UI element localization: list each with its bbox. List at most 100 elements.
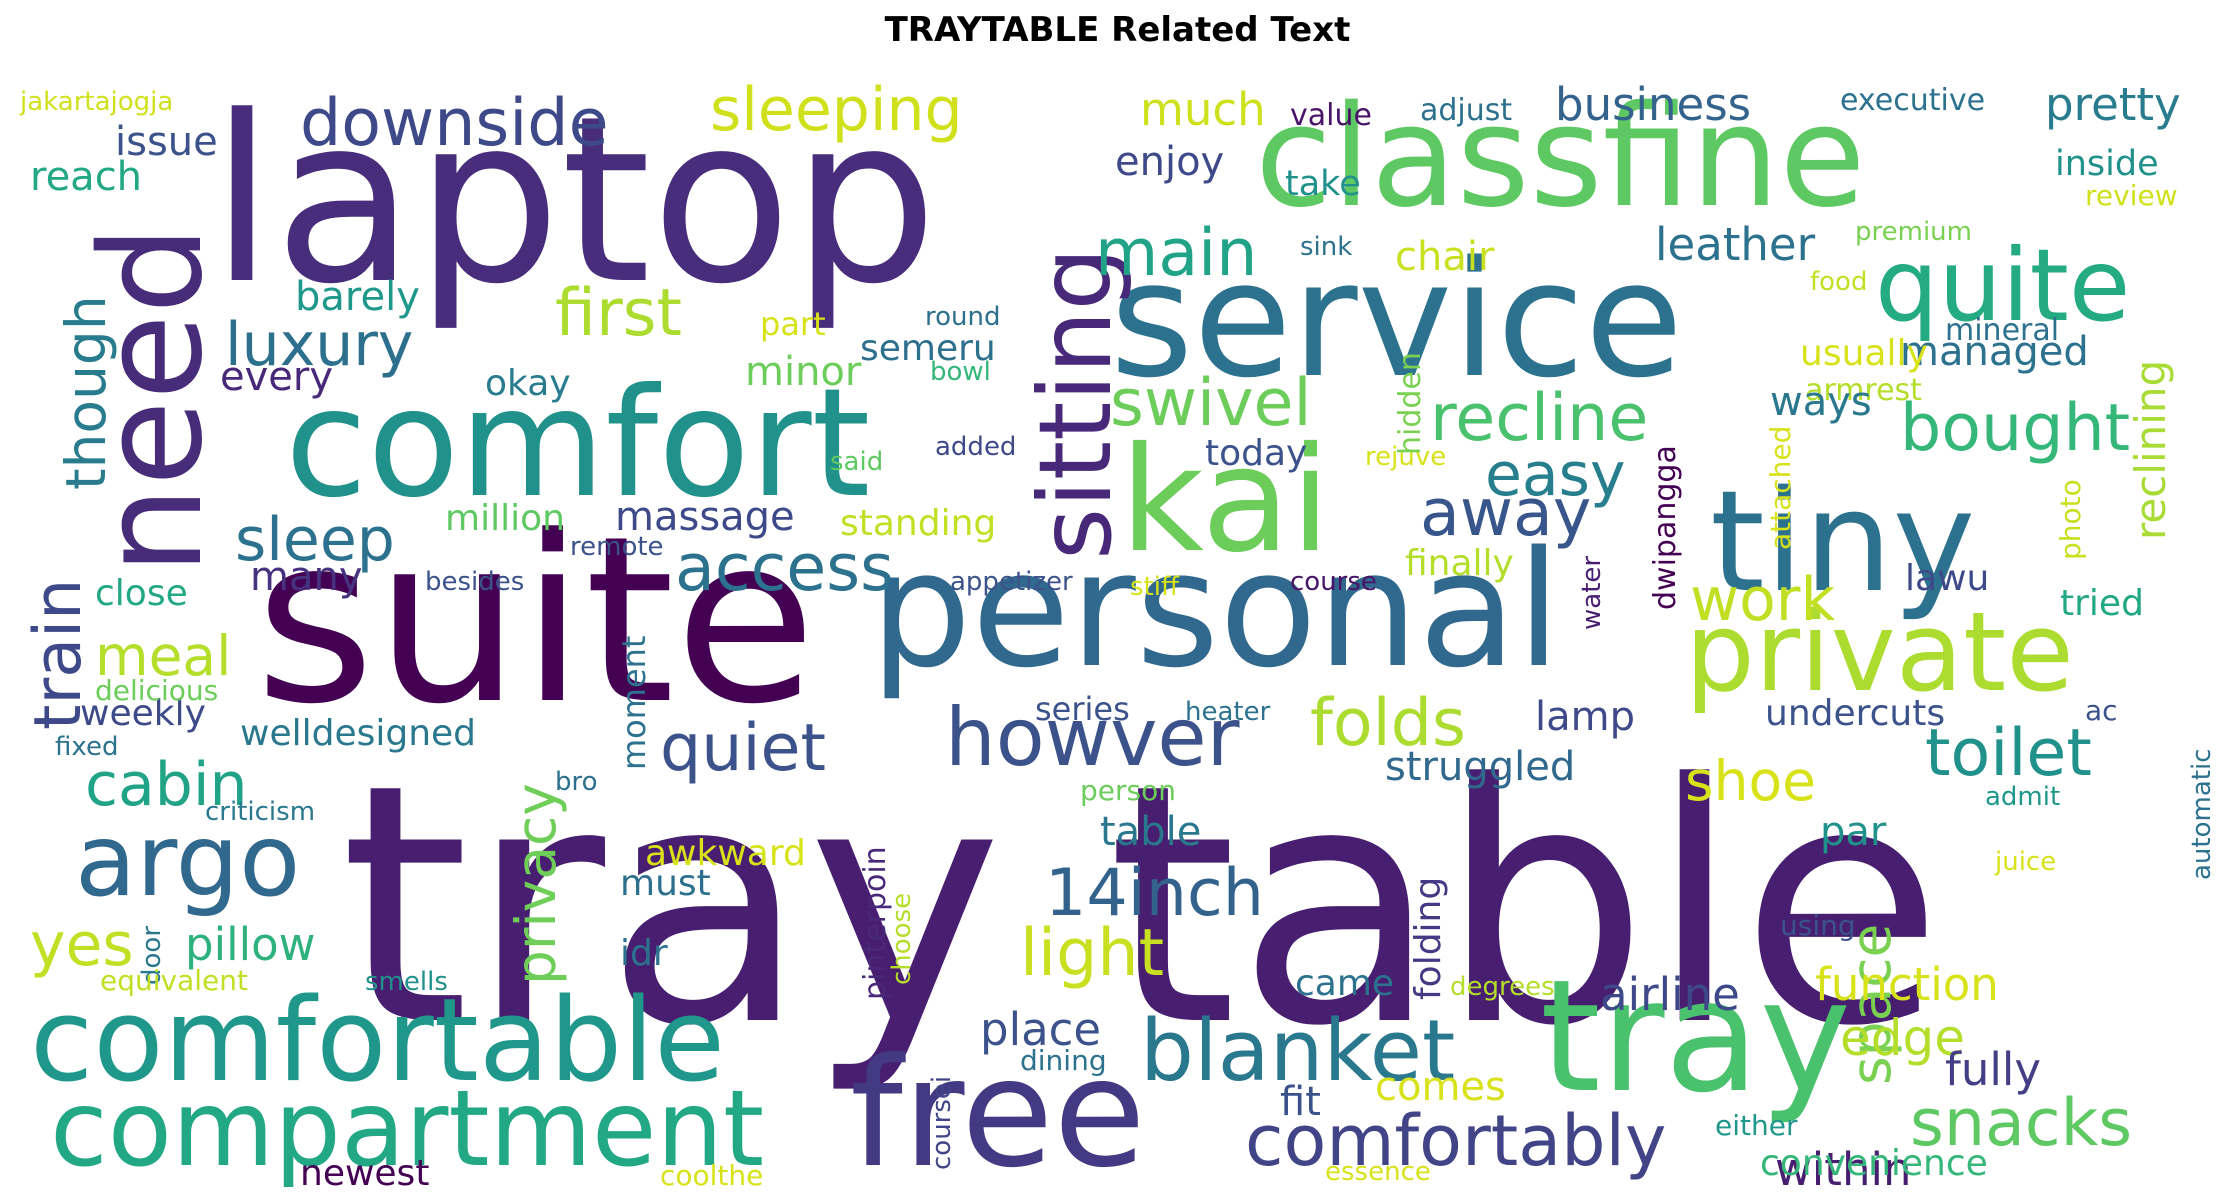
- cloud-word-snacks: snacks: [1910, 1086, 2132, 1161]
- cloud-word-kai: kai: [1120, 416, 1331, 585]
- cloud-word-compartment: compartment: [50, 1068, 764, 1190]
- cloud-word-semeru: semeru: [860, 328, 996, 369]
- cloud-word-every: every: [220, 354, 333, 400]
- cloud-word-toilet: toilet: [1925, 716, 2092, 791]
- cloud-word-admit: admit: [1985, 782, 2060, 812]
- cloud-word-must: must: [620, 863, 711, 904]
- cloud-word-fully: fully: [1945, 1043, 2041, 1096]
- cloud-word-light: light: [1020, 916, 1164, 991]
- cloud-word-enjoy: enjoy: [1115, 139, 1224, 185]
- cloud-word-first: first: [555, 276, 682, 351]
- cloud-word-free: free: [850, 1027, 1146, 1201]
- cloud-word-much: much: [1140, 83, 1266, 136]
- cloud-word-suite: suite: [255, 488, 816, 755]
- cloud-word-ways: ways: [1770, 379, 1872, 425]
- cloud-word-swivel: swivel: [1110, 366, 1312, 441]
- cloud-word-space: space: [1839, 924, 1903, 1085]
- cloud-word-comfortable: comfortable: [30, 974, 725, 1108]
- cloud-word-managed: managed: [1900, 329, 2089, 375]
- cloud-word-came: came: [1295, 963, 1394, 1004]
- cloud-word-bro: bro: [555, 767, 598, 797]
- cloud-word-using: using: [1780, 909, 1856, 942]
- cloud-word-many: many: [250, 554, 363, 600]
- cloud-word-weekly: weekly: [80, 693, 206, 734]
- cloud-word-comfort: comfort: [285, 357, 870, 531]
- cloud-word-table: table: [1100, 809, 1201, 855]
- cloud-word-shoe: shoe: [1685, 749, 1816, 813]
- cloud-word-cabin: cabin: [85, 750, 248, 820]
- cloud-word-water: water: [1577, 556, 1607, 630]
- cloud-word-take: take: [1285, 164, 1361, 204]
- cloud-word-sink: sink: [1300, 232, 1352, 262]
- cloud-word-idr: idr: [620, 933, 668, 974]
- cloud-word-million: million: [445, 498, 565, 539]
- cloud-word-coolthe: coolthe: [660, 1159, 763, 1192]
- cloud-word-undercuts: undercuts: [1765, 693, 1945, 734]
- cloud-word-place: place: [980, 1003, 1101, 1056]
- cloud-word-meal: meal: [95, 624, 231, 688]
- cloud-word-course: course: [1290, 567, 1377, 597]
- chart-title: TRAYTABLE Related Text: [884, 10, 1351, 50]
- cloud-word-armrest: armrest: [1805, 373, 1922, 408]
- cloud-word-airline: airline: [1600, 968, 1740, 1021]
- cloud-word-service: service: [1110, 226, 1683, 413]
- cloud-word-finally: finally: [1405, 543, 1514, 584]
- cloud-word-barely: barely: [295, 274, 420, 320]
- cloud-word-inside: inside: [2055, 144, 2159, 184]
- cloud-word-sitting: sitting: [1017, 247, 1134, 560]
- cloud-word-coursei: coursei: [927, 1076, 957, 1170]
- cloud-word-standing: standing: [840, 503, 996, 544]
- cloud-word-chair: chair: [1395, 234, 1495, 280]
- cloud-word-review: review: [2085, 179, 2178, 212]
- cloud-word-welldesigned: welldesigned: [240, 713, 476, 754]
- cloud-word-tiny: tiny: [1710, 461, 1975, 624]
- cloud-word-pretty: pretty: [2045, 78, 2181, 131]
- cloud-word-reclining: reclining: [2126, 360, 2175, 540]
- cloud-word-choose: choose: [887, 893, 917, 985]
- cloud-word-either: either: [1715, 1109, 1798, 1142]
- cloud-word-usually: usually: [1800, 333, 1928, 374]
- cloud-word-criticism: criticism: [205, 797, 315, 827]
- cloud-word-said: said: [830, 447, 883, 477]
- cloud-word-remote: remote: [570, 532, 664, 562]
- cloud-word-photo: photo: [2054, 479, 2087, 560]
- cloud-word-tray-table: tray table: [340, 714, 1943, 1098]
- cloud-word-dwipangga: dwipangga: [1648, 445, 1683, 610]
- cloud-word-close: close: [95, 573, 188, 614]
- cloud-word-person: person: [1080, 774, 1176, 807]
- cloud-word-mineral: mineral: [1945, 313, 2059, 348]
- cloud-word-leather: leather: [1655, 218, 1816, 271]
- cloud-word-easy: easy: [1485, 440, 1625, 510]
- cloud-word-executive: executive: [1840, 83, 1985, 118]
- cloud-word-jakartajogja: jakartajogja: [19, 87, 173, 117]
- cloud-word-massage: massage: [615, 494, 795, 540]
- cloud-word-okay: okay: [485, 363, 571, 404]
- cloud-word-main: main: [1095, 216, 1257, 291]
- cloud-word-bought: bought: [1900, 391, 2130, 466]
- cloud-word-comfortably: comfortably: [1245, 1100, 1666, 1182]
- cloud-word-fit: fit: [1280, 1079, 1321, 1125]
- cloud-word-recline: recline: [1430, 381, 1648, 456]
- cloud-word-away: away: [1420, 476, 1591, 551]
- cloud-word-round: round: [925, 302, 1001, 332]
- cloud-word-stiff: stiff: [1130, 572, 1180, 602]
- cloud-word-dining: dining: [1020, 1044, 1107, 1077]
- cloud-word-folding: folding: [1408, 877, 1449, 1000]
- cloud-word-essence: essence: [1325, 1157, 1431, 1187]
- cloud-word-awkward: awkward: [645, 833, 806, 874]
- cloud-word-private: private: [1685, 588, 2074, 716]
- cloud-word-newest: newest: [300, 1153, 429, 1194]
- cloud-word-tray: tray: [1540, 946, 1851, 1127]
- cloud-word-fixed: fixed: [55, 732, 118, 762]
- cloud-word-privacy: privacy: [504, 783, 568, 985]
- cloud-word-within: within: [1775, 1143, 1912, 1196]
- cloud-word-premium: premium: [1855, 217, 1972, 247]
- cloud-word-sleeping: sleeping: [710, 75, 963, 145]
- cloud-word-attached: attached: [1764, 426, 1797, 550]
- cloud-word-heater: heater: [1185, 697, 1271, 727]
- cloud-word-though: though: [54, 295, 118, 490]
- cloud-word-lamp: lamp: [1535, 694, 1635, 740]
- cloud-word-bowl: bowl: [930, 357, 991, 387]
- cloud-word-value: value: [1290, 98, 1372, 133]
